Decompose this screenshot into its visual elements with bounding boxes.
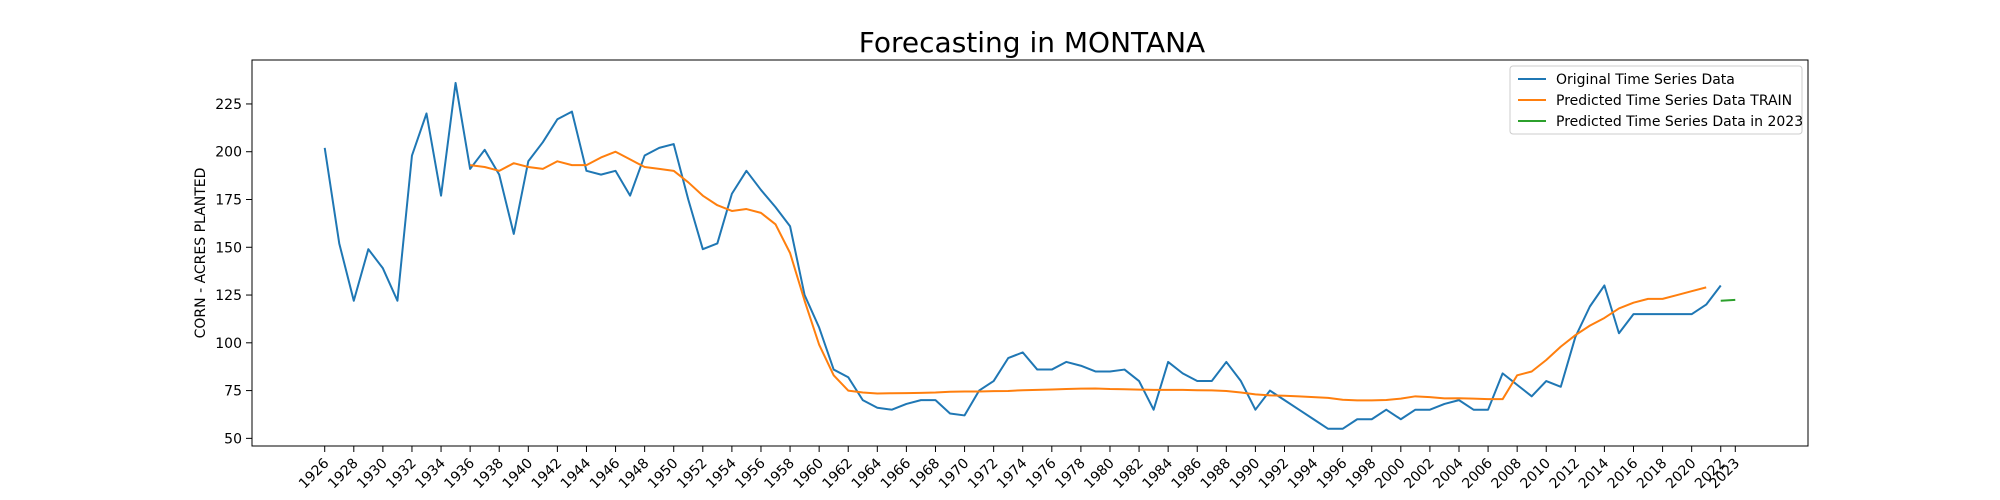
legend: Original Time Series Data Predicted Time…: [1509, 65, 1803, 135]
legend-box: [1509, 65, 1803, 135]
x-tick-label: 2012: [1547, 456, 1584, 493]
y-axis-ticks: 50 75 100 125 150 175 200 225: [215, 97, 252, 447]
x-tick-label: 1948: [616, 456, 653, 493]
x-tick-label: 1942: [529, 456, 566, 493]
x-tick-label: 1974: [994, 455, 1031, 492]
y-tick-label: 200: [215, 145, 242, 161]
x-tick-label: 1932: [383, 456, 420, 493]
x-tick-label: 1936: [441, 455, 478, 492]
y-tick-label: 125: [215, 288, 242, 304]
legend-label-original: Original Time Series Data: [1556, 72, 1735, 88]
x-tick-label: 1956: [732, 455, 769, 492]
legend-label-train: Predicted Time Series Data TRAIN: [1556, 93, 1792, 109]
x-tick-label: 2016: [1605, 455, 1642, 492]
x-tick-label: 1978: [1052, 456, 1089, 493]
x-tick-label: 2004: [1430, 455, 1467, 492]
x-tick-label: 1958: [761, 456, 798, 493]
x-tick-label: 2008: [1488, 456, 1525, 493]
y-tick-label: 50: [224, 431, 242, 447]
x-tick-label: 1988: [1198, 456, 1235, 493]
x-tick-label: 1990: [1227, 456, 1264, 493]
x-tick-label: 1992: [1256, 456, 1293, 493]
x-tick-label: 1994: [1285, 455, 1322, 492]
x-tick-label: 1960: [790, 456, 827, 493]
x-tick-label: 1970: [936, 456, 973, 493]
x-tick-label: 1968: [907, 456, 944, 493]
y-tick-label: 150: [215, 240, 242, 256]
y-tick-label: 100: [215, 336, 242, 352]
x-tick-label: 1966: [878, 455, 915, 492]
y-tick-label: 225: [215, 97, 242, 113]
y-tick-label: 175: [215, 192, 242, 208]
x-tick-label: 1952: [674, 456, 711, 493]
legend-entry-2023: Predicted Time Series Data in 2023: [1518, 114, 1803, 130]
x-tick-label: 1982: [1110, 456, 1147, 493]
x-tick-label: 1996: [1314, 455, 1351, 492]
x-tick-label: 1946: [587, 455, 624, 492]
y-axis-label: CORN - ACRES PLANTED: [193, 168, 209, 339]
x-tick-label: 1950: [645, 456, 682, 493]
x-tick-label: 2014: [1576, 455, 1613, 492]
series-line-train: [469, 150, 1707, 402]
x-tick-label: 1944: [558, 455, 595, 492]
x-axis-ticks: 1926192819301932193419361938194019421944…: [296, 446, 1743, 492]
x-tick-label: 2006: [1459, 455, 1496, 492]
legend-entry-train: Predicted Time Series Data TRAIN: [1518, 93, 1792, 109]
series-lines: [323, 81, 1736, 430]
x-tick-label: 1998: [1343, 456, 1380, 493]
plot-area-frame: [251, 59, 1809, 447]
x-tick-label: 1984: [1139, 455, 1176, 492]
x-tick-label: 1928: [325, 456, 362, 493]
x-tick-label: 1976: [1023, 455, 1060, 492]
x-tick-label: 2000: [1372, 456, 1409, 493]
series-line-original: [323, 81, 1722, 430]
x-tick-label: 2020: [1663, 456, 1700, 493]
x-tick-label: 1940: [500, 456, 537, 493]
legend-label-2023: Predicted Time Series Data in 2023: [1556, 114, 1803, 130]
series-line-2023: [1720, 298, 1736, 302]
x-tick-label: 1980: [1081, 456, 1118, 493]
chart-title: Forecasting in MONTANA: [859, 26, 1205, 59]
legend-entry-original: Original Time Series Data: [1518, 72, 1735, 88]
x-tick-label: 2010: [1518, 456, 1555, 493]
x-tick-label: 1964: [849, 455, 886, 492]
x-tick-label: 1986: [1169, 455, 1206, 492]
x-tick-label: 1972: [965, 456, 1002, 493]
x-tick-label: 1934: [412, 455, 449, 492]
x-tick-label: 1962: [820, 456, 857, 493]
x-tick-label: 1954: [703, 455, 740, 492]
x-tick-label: 2018: [1634, 456, 1671, 493]
x-tick-label: 1938: [471, 456, 508, 493]
x-tick-label: 1926: [296, 455, 333, 492]
x-tick-label: 1930: [354, 456, 391, 493]
y-tick-label: 75: [224, 384, 242, 400]
x-tick-label: 2002: [1401, 456, 1438, 493]
